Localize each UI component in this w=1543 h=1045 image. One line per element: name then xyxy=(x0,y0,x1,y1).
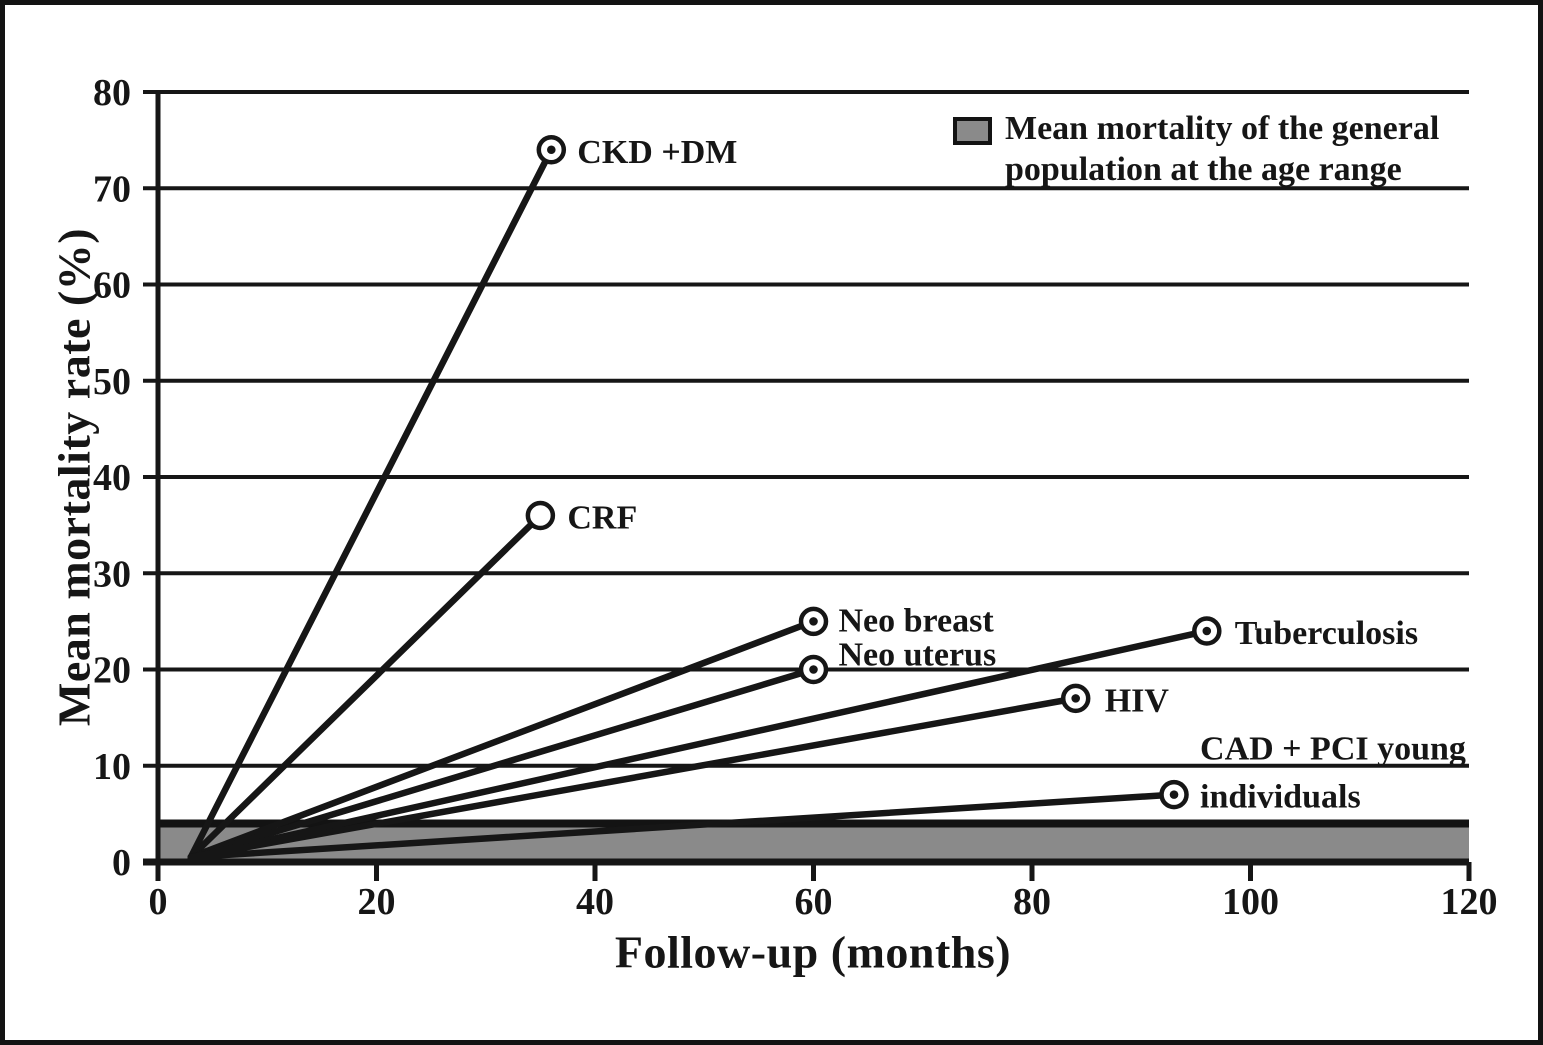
x-tick-label-20: 20 xyxy=(358,881,396,923)
x-tick-label-40: 40 xyxy=(576,881,614,923)
series-label-hiv: HIV xyxy=(1105,682,1170,719)
series-label-neo-uterus: Neo uterus xyxy=(839,637,997,674)
series-label-crf: CRF xyxy=(567,500,637,537)
series-line-neo-breast xyxy=(187,618,817,861)
series-marker-crf xyxy=(525,500,556,531)
y-tick-label-50: 50 xyxy=(93,361,131,403)
series-marker-dot-cad-pci xyxy=(1169,790,1179,799)
y-axis-title: Mean mortality rate (%) xyxy=(48,227,100,727)
legend-band-swatch-icon xyxy=(953,117,992,145)
x-tick-label-120: 120 xyxy=(1441,881,1498,923)
series-line-crf xyxy=(187,512,544,861)
series-marker-dot-hiv xyxy=(1071,694,1080,703)
series-line-tuberculosis xyxy=(187,627,1211,861)
series-marker-dot-ckd-dm xyxy=(547,145,556,155)
series-marker-dot-neo-breast xyxy=(809,617,818,626)
series-line-ckd-dm xyxy=(187,146,555,861)
x-axis-title: Follow-up (months) xyxy=(614,926,1012,978)
y-tick-label-80: 80 xyxy=(93,72,131,114)
y-tick-label-60: 60 xyxy=(93,265,131,307)
series-line-hiv xyxy=(187,695,1079,861)
series-marker-dot-tuberculosis xyxy=(1202,626,1212,636)
x-tick-label-60: 60 xyxy=(795,881,833,923)
series-label-tuberculosis: Tuberculosis xyxy=(1235,615,1418,652)
series-label-cad-pci-line-1: CAD + PCI young xyxy=(1200,731,1466,768)
y-tick-label-0: 0 xyxy=(112,842,131,884)
y-tick-label-10: 10 xyxy=(93,746,131,788)
y-tick-label-30: 30 xyxy=(93,553,131,595)
y-tick-label-20: 20 xyxy=(93,650,131,692)
series-label-cad-pci-line-2: individuals xyxy=(1200,779,1361,816)
series-line-neo-uterus xyxy=(187,666,817,861)
series-label-neo-breast: Neo breast xyxy=(839,602,995,639)
y-tick-label-70: 70 xyxy=(93,168,131,210)
x-tick-label-0: 0 xyxy=(149,881,168,923)
legend-label: Mean mortality of the general population… xyxy=(1005,108,1439,190)
legend-label-line-1: Mean mortality of the general xyxy=(1005,110,1440,147)
y-tick-label-40: 40 xyxy=(93,457,131,499)
series-label-ckd-dm: CKD +DM xyxy=(577,134,737,171)
x-tick-label-80: 80 xyxy=(1013,881,1051,923)
legend-label-line-2: population at the age range xyxy=(1005,151,1402,188)
legend: Mean mortality of the general population… xyxy=(953,108,1439,190)
series-marker-dot-neo-uterus xyxy=(809,665,818,674)
x-tick-label-100: 100 xyxy=(1222,881,1279,923)
series-line-cad-pci xyxy=(187,791,1178,861)
